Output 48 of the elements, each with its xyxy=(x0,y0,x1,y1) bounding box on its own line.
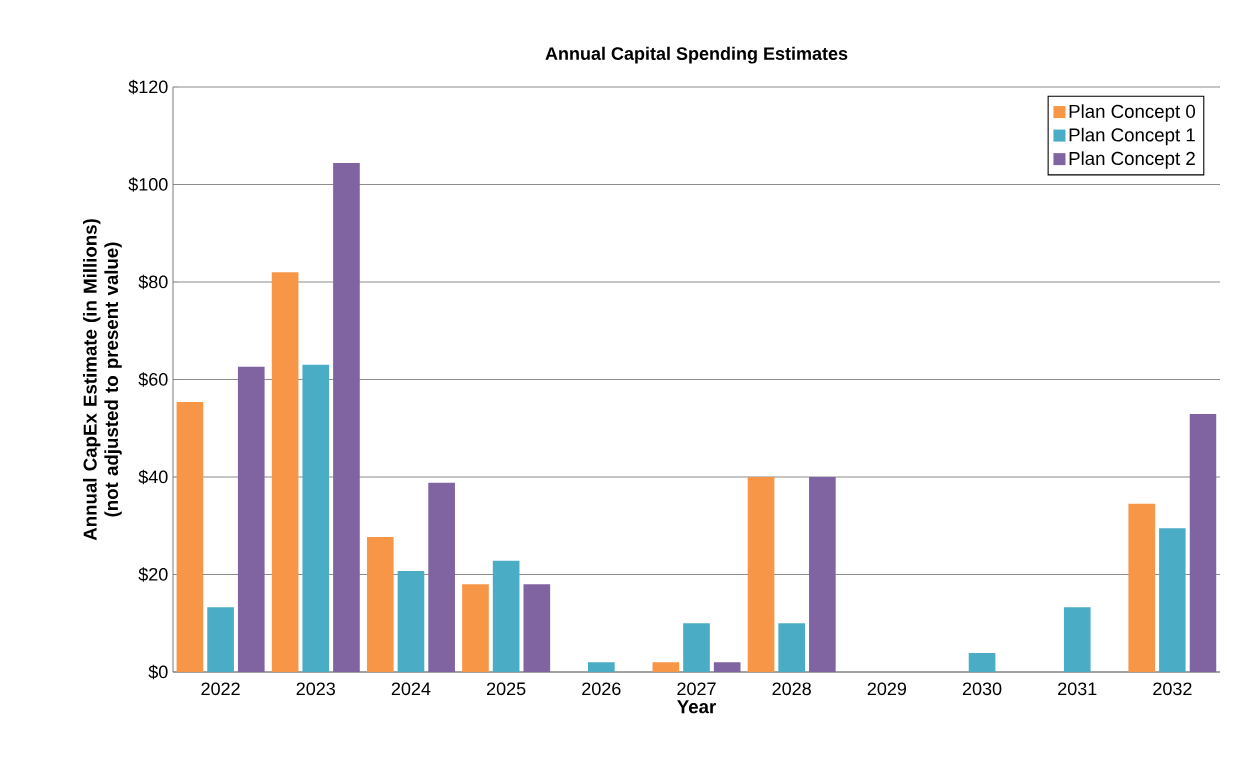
x-axis-title: Year xyxy=(677,700,716,714)
legend-label: Plan Concept 1 xyxy=(1069,127,1195,146)
x-tick-label: 2026 xyxy=(582,682,621,696)
y-tick-label: $80 xyxy=(138,274,168,290)
bar xyxy=(397,571,425,672)
bar xyxy=(747,477,775,672)
x-tick-label: 2023 xyxy=(296,682,335,696)
legend-label: Plan Concept 2 xyxy=(1069,151,1195,169)
bar xyxy=(428,482,455,672)
y-tick-label: $40 xyxy=(138,469,168,485)
x-tick-label: 2029 xyxy=(867,682,907,696)
bar xyxy=(809,477,836,672)
bar xyxy=(1128,503,1156,672)
x-tick-label: 2024 xyxy=(391,682,431,696)
bar xyxy=(271,272,299,672)
bar xyxy=(366,536,394,672)
y-tick-label: $100 xyxy=(128,177,168,192)
x-tick-label: 2031 xyxy=(1058,682,1097,696)
bar xyxy=(713,662,741,672)
bar xyxy=(587,662,615,672)
bar xyxy=(1189,414,1217,672)
bar xyxy=(968,652,996,672)
bar xyxy=(523,584,551,672)
bar xyxy=(1159,528,1186,672)
y-axis-title: Annual CapEx Estimate (in Millions) (not adjusted to present value) xyxy=(83,219,122,541)
y-tick-label: $20 xyxy=(138,567,168,582)
x-tick-label: 2032 xyxy=(1153,682,1192,696)
legend-label: Plan Concept 0 xyxy=(1069,104,1196,122)
bar xyxy=(333,163,360,672)
x-tick-label: 2022 xyxy=(201,682,240,696)
bar xyxy=(176,401,204,672)
x-tick-label: 2025 xyxy=(487,682,526,696)
bar xyxy=(462,584,489,672)
x-tick-label: 2028 xyxy=(772,682,811,696)
bar xyxy=(207,607,234,672)
chart-title: Annual Capital Spending Estimates xyxy=(545,46,848,64)
x-tick-label: 2027 xyxy=(677,682,716,696)
bar xyxy=(237,366,265,672)
x-tick-label: 2030 xyxy=(962,682,1002,696)
y-tick-label: $0 xyxy=(148,664,168,680)
bar xyxy=(302,364,330,672)
bar xyxy=(1063,607,1091,672)
bar xyxy=(492,560,520,672)
y-tick-label: $120 xyxy=(128,79,168,95)
y-tick-label: $60 xyxy=(138,372,168,387)
bar xyxy=(652,662,680,672)
bar xyxy=(683,623,710,672)
bar xyxy=(778,623,806,672)
